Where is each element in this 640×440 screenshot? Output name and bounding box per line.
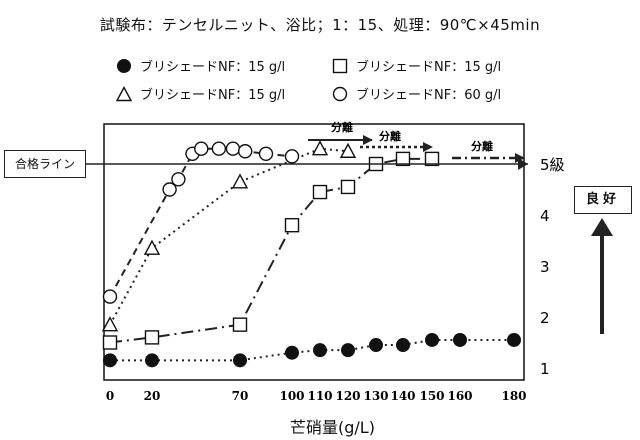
data-point-open-square	[144, 330, 160, 345]
x-tick-label: 70	[232, 389, 249, 403]
pass-line-arrowhead	[518, 158, 528, 170]
separation-label: 分離	[379, 129, 401, 143]
data-point-open-circle	[171, 172, 186, 187]
separation-label: 分離	[331, 120, 353, 134]
series-line-filled-circle	[110, 338, 514, 362]
open-circle-marker-icon	[332, 86, 348, 102]
data-point-filled-circle	[341, 343, 355, 358]
x-tick-label: 180	[501, 389, 526, 403]
data-point-open-circle	[237, 144, 253, 159]
legend-item-open-triangle: ブリシェードNF：15 g/l	[115, 84, 286, 103]
data-point-open-circle	[194, 141, 209, 156]
x-tick-label: 100	[279, 389, 304, 403]
data-point-open-circle	[162, 182, 177, 197]
good-direction-arrowhead	[591, 218, 613, 236]
y-tick-label: 1	[540, 360, 550, 378]
data-point-open-triangle	[339, 142, 357, 158]
chart-title: 試験布：テンセルニット、浴比；1：15、処理：90℃×45min	[99, 16, 541, 34]
legend-label: ブリシェードNF：15 g/l	[140, 88, 286, 103]
legend-label: ブリシェードNF：15 g/l	[356, 60, 502, 75]
x-tick-label: 160	[447, 389, 472, 403]
separation-label: 分離	[471, 139, 493, 153]
data-point-open-square	[340, 179, 356, 195]
data-point-filled-circle	[103, 353, 117, 368]
x-tick-label: 140	[390, 389, 415, 403]
data-point-open-square	[312, 184, 328, 200]
data-point-open-circle	[211, 141, 227, 156]
legend-label: ブリシェードNF：15 g/l	[140, 60, 286, 75]
good-label: 良好	[574, 186, 632, 214]
filled-circle-marker-icon	[116, 58, 132, 74]
x-axis-label: 芒硝量(g/L)	[290, 418, 375, 437]
x-tick-label: 150	[419, 389, 444, 403]
x-tick-label: 0	[106, 389, 114, 403]
data-point-open-square	[284, 217, 300, 233]
data-point-open-triangle	[143, 239, 161, 255]
legend-label: ブリシェードNF：60 g/l	[356, 88, 502, 103]
data-point-filled-circle	[369, 338, 383, 353]
data-point-open-triangle	[231, 173, 249, 189]
data-point-open-triangle	[311, 140, 329, 156]
data-point-open-square	[232, 317, 248, 332]
x-tick-label: 120	[335, 389, 360, 403]
data-point-filled-circle	[453, 332, 467, 347]
marker-layer	[101, 140, 521, 368]
series-line-open-triangle	[109, 147, 349, 326]
y-tick-label: 4	[540, 207, 550, 225]
data-point-open-circle	[102, 289, 118, 304]
series-line-open-circle	[109, 147, 293, 298]
y-tick-label: 2	[540, 309, 550, 327]
data-point-filled-circle	[233, 353, 247, 368]
y-tick-label: 3	[540, 258, 550, 276]
open-triangle-marker-icon	[115, 86, 133, 102]
data-point-open-square	[102, 335, 118, 350]
series-line-open-square	[109, 157, 432, 344]
data-point-filled-circle	[396, 338, 410, 353]
data-point-filled-circle	[507, 332, 521, 347]
x-tick-label: 20	[144, 389, 161, 403]
data-point-filled-circle	[285, 345, 299, 360]
x-tick-label: 110	[307, 389, 332, 403]
data-point-open-circle	[284, 149, 300, 164]
data-point-filled-circle	[425, 332, 439, 347]
plot-area-frame	[103, 123, 525, 381]
data-point-open-circle	[258, 146, 274, 162]
legend-item-filled-circle: ブリシェードNF：15 g/l	[116, 56, 285, 75]
x-tick-label: 130	[363, 389, 388, 403]
data-point-filled-circle	[145, 353, 159, 368]
data-point-open-circle	[225, 141, 241, 156]
data-point-open-triangle	[101, 316, 119, 332]
legend-item-open-square: ブリシェードNF：15 g/l	[332, 56, 501, 75]
legend-item-open-circle: ブリシェードNF：60 g/l	[332, 84, 501, 103]
series-layer	[109, 147, 514, 362]
pass-line-label: 合格ライン	[4, 150, 86, 178]
data-point-filled-circle	[313, 343, 327, 358]
data-point-open-square	[395, 151, 411, 167]
data-point-open-square	[424, 151, 440, 167]
open-square-marker-icon	[332, 58, 348, 74]
y-tick-label: 5級	[540, 156, 565, 174]
tick-layer: 0 20 70 100 110 120 130 140 150 160 180 1 2 3 4 5級	[84, 156, 565, 403]
